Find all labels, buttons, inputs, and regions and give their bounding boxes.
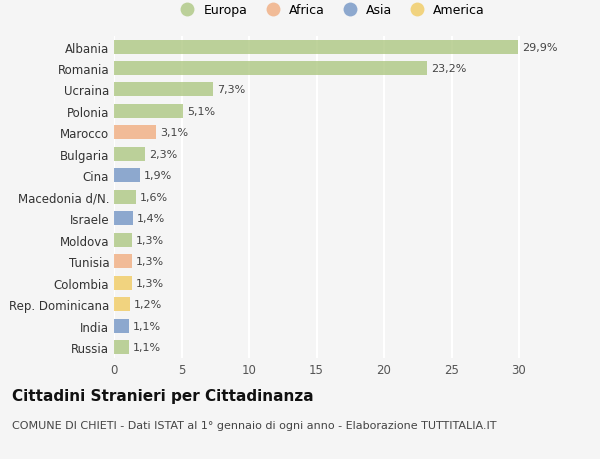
Text: 1,4%: 1,4% [137,214,165,224]
Text: 3,1%: 3,1% [160,128,188,138]
Text: COMUNE DI CHIETI - Dati ISTAT al 1° gennaio di ogni anno - Elaborazione TUTTITAL: COMUNE DI CHIETI - Dati ISTAT al 1° genn… [12,420,497,430]
Bar [114,276,131,290]
Bar [114,40,518,54]
Text: Cittadini Stranieri per Cittadinanza: Cittadini Stranieri per Cittadinanza [12,388,314,403]
Bar [114,147,145,162]
Text: 1,2%: 1,2% [134,299,163,309]
Bar [114,212,133,226]
Bar [114,297,130,311]
Text: 1,3%: 1,3% [136,257,164,267]
Text: 1,6%: 1,6% [140,192,168,202]
Bar [114,105,183,118]
Text: 1,1%: 1,1% [133,321,161,331]
Bar [114,126,156,140]
Legend: Europa, Africa, Asia, America: Europa, Africa, Asia, America [175,5,485,17]
Text: 1,1%: 1,1% [133,342,161,353]
Text: 1,9%: 1,9% [144,171,172,181]
Text: 29,9%: 29,9% [522,42,557,52]
Bar [114,169,140,183]
Text: 2,3%: 2,3% [149,150,178,160]
Text: 1,3%: 1,3% [136,278,164,288]
Bar [114,340,129,354]
Text: 1,3%: 1,3% [136,235,164,245]
Bar [114,84,212,97]
Bar [114,319,129,333]
Bar [114,62,427,76]
Text: 7,3%: 7,3% [217,85,245,95]
Text: 5,1%: 5,1% [187,106,215,117]
Bar [114,233,131,247]
Bar [114,255,131,269]
Text: 23,2%: 23,2% [431,64,467,74]
Bar [114,190,136,204]
